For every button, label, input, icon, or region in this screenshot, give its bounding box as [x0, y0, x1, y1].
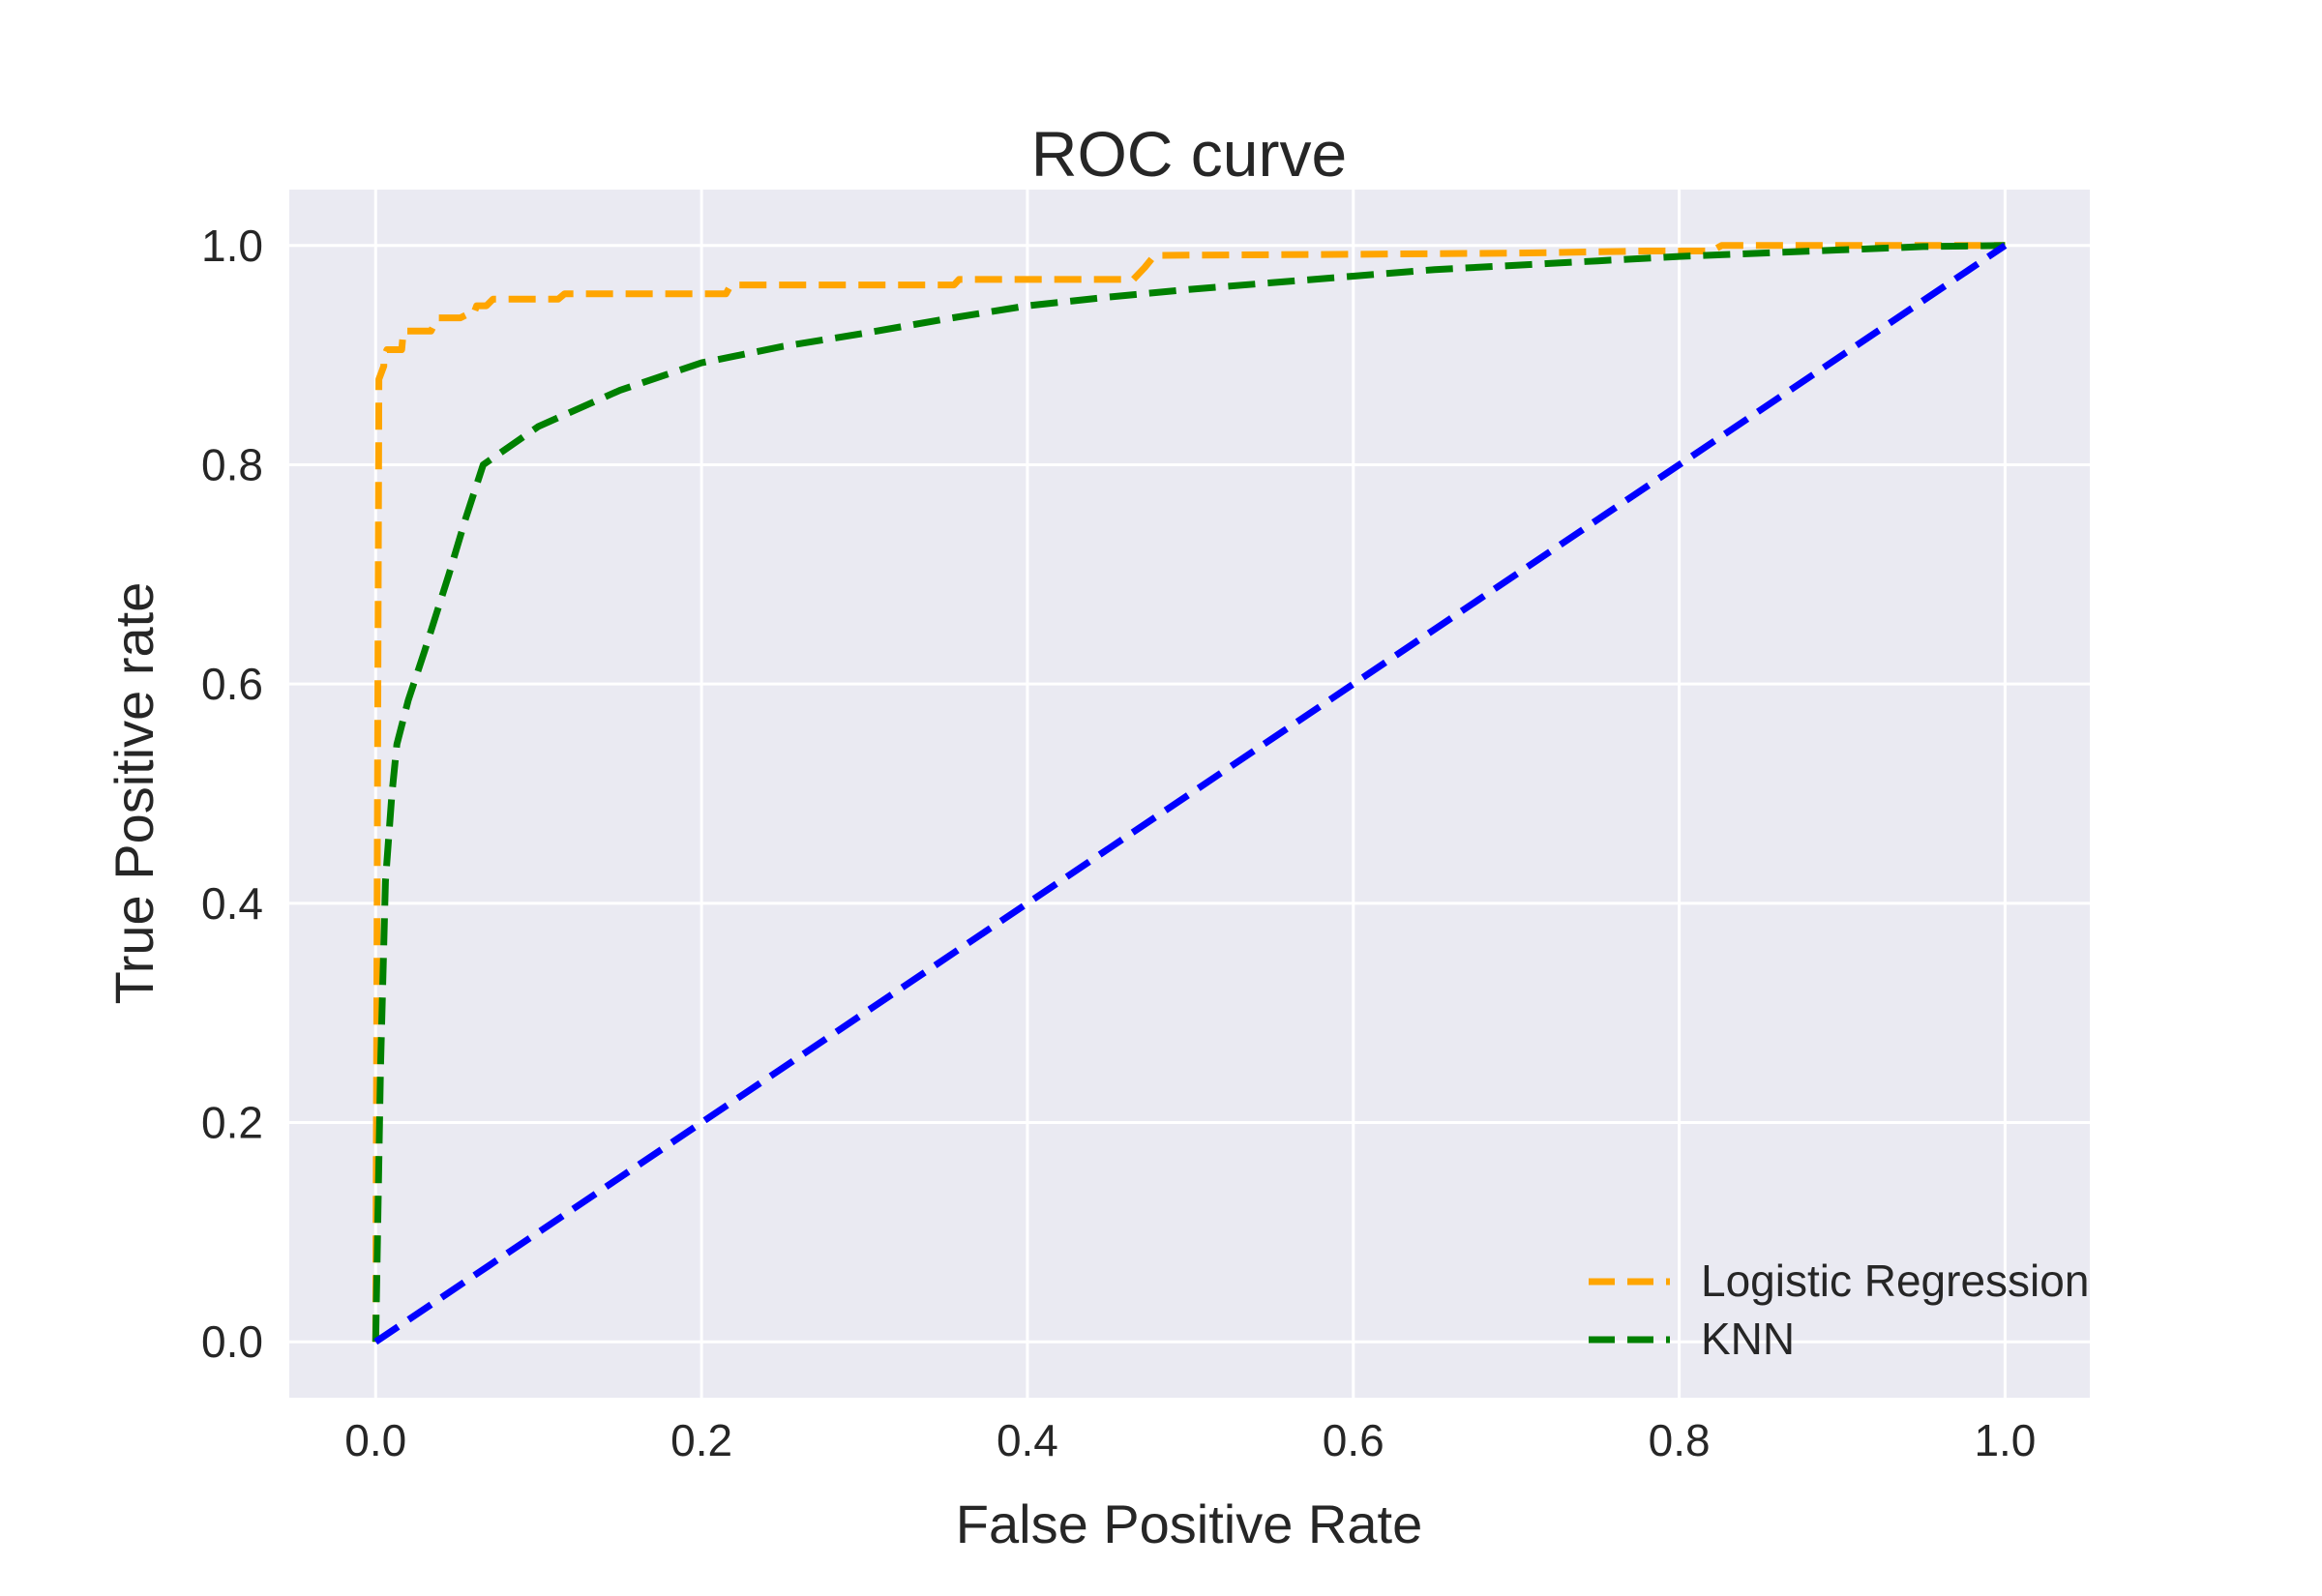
curves [372, 242, 2008, 1345]
y-tick-labels: 0.0 0.2 0.4 0.6 0.8 1.0 [201, 221, 263, 1367]
chart-title: ROC curve [1031, 118, 1347, 190]
x-tick-label: 0.2 [670, 1415, 732, 1465]
legend-label: KNN [1701, 1314, 1795, 1364]
legend-label: Logistic Regression [1701, 1256, 2089, 1306]
y-tick-label: 1.0 [201, 221, 263, 271]
chance-diagonal-curve [373, 242, 2008, 1345]
x-tick-label: 0.0 [344, 1415, 406, 1465]
x-tick-label: 0.8 [1649, 1415, 1711, 1465]
knn-curve [372, 242, 2006, 1343]
x-axis-label: False Positive Rate [956, 1493, 1422, 1554]
x-tick-label: 1.0 [1974, 1415, 2036, 1465]
gridlines [289, 190, 2090, 1398]
x-tick-label: 0.4 [997, 1415, 1058, 1465]
legend: Logistic Regression KNN [1589, 1256, 2089, 1364]
y-tick-label: 0.8 [201, 439, 263, 489]
y-tick-label: 0.6 [201, 659, 263, 709]
y-tick-label: 0.0 [201, 1316, 263, 1367]
x-tick-label: 0.6 [1323, 1415, 1384, 1465]
y-tick-label: 0.4 [201, 878, 263, 929]
x-tick-labels: 0.0 0.2 0.4 0.6 0.8 1.0 [344, 1415, 2036, 1465]
y-axis-label: True Positive rate [104, 582, 164, 1005]
logistic-regression-curve [372, 242, 2006, 1343]
y-tick-label: 0.2 [201, 1098, 263, 1148]
